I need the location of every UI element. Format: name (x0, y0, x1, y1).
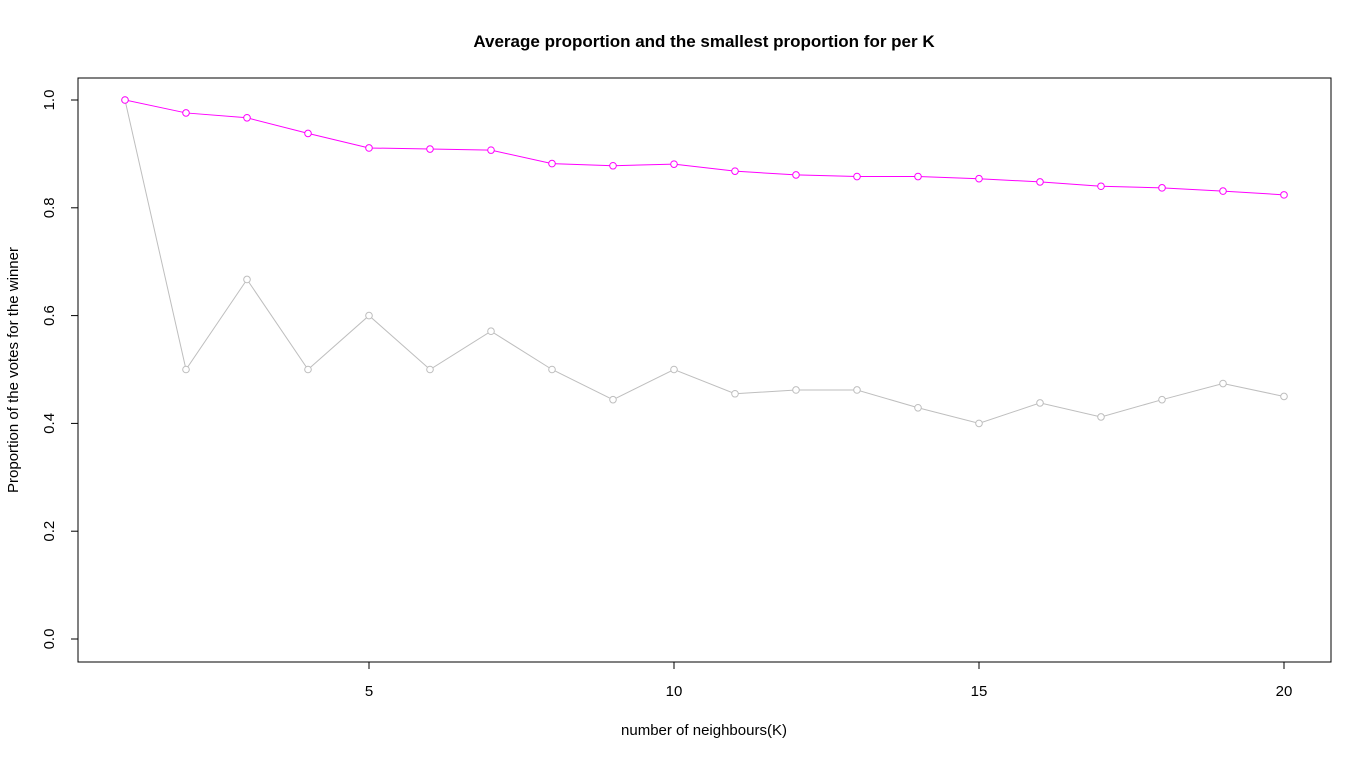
data-point (487, 146, 495, 154)
data-point (1219, 187, 1227, 195)
data-point (121, 96, 129, 104)
data-point (182, 109, 190, 117)
data-point (1036, 399, 1044, 407)
y-tick-label: 1.0 (41, 90, 58, 111)
data-point (548, 159, 556, 168)
data-point (914, 403, 922, 412)
data-point (914, 172, 922, 181)
data-point (243, 275, 251, 284)
data-point (548, 365, 556, 374)
data-point (243, 113, 251, 122)
data-point (1158, 395, 1166, 404)
data-point (975, 419, 983, 428)
data-point (1280, 392, 1288, 401)
data-point (1036, 178, 1044, 186)
y-tick-label: 0.4 (41, 413, 58, 434)
data-point (670, 365, 678, 374)
series-line (124, 99, 1285, 196)
data-point (426, 145, 434, 153)
y-tick-label: 0.2 (41, 521, 58, 542)
data-point (426, 365, 434, 374)
data-point (792, 171, 800, 179)
data-point (609, 395, 617, 404)
data-point (731, 389, 739, 398)
data-point (853, 386, 861, 394)
x-axis-label: number of neighbours(K) (621, 722, 787, 739)
x-tick-label: 15 (971, 683, 988, 700)
data-point (1280, 191, 1288, 199)
data-point (792, 386, 800, 394)
y-tick-label: 0.8 (41, 197, 58, 218)
y-axis-label: Proportion of the votes for the winner (5, 247, 22, 493)
data-point (853, 172, 861, 181)
y-axis: 0.0 0.2 0.4 0.6 0.8 1.0 (41, 90, 79, 650)
plot-frame (77, 77, 1332, 663)
data-point (1097, 182, 1105, 191)
series-layer (121, 96, 1288, 428)
data-point (365, 144, 373, 152)
series-0 (121, 96, 1288, 199)
x-tick-label: 5 (365, 683, 373, 700)
data-point (304, 365, 312, 374)
y-tick-label: 0.6 (41, 305, 58, 326)
data-point (670, 160, 678, 168)
x-tick-label: 10 (666, 683, 683, 700)
data-point (731, 167, 739, 175)
data-point (609, 161, 617, 170)
data-point (1158, 184, 1166, 192)
data-point (1097, 413, 1105, 421)
data-point (1219, 379, 1227, 388)
x-tick-label: 20 (1276, 683, 1293, 700)
data-point (304, 129, 312, 138)
series-line (124, 99, 1285, 424)
x-axis: 5 10 15 20 (365, 661, 1293, 700)
data-point (975, 174, 983, 183)
data-point (487, 327, 495, 336)
series-1 (121, 96, 1288, 428)
chart-title: Average proportion and the smallest prop… (473, 32, 935, 51)
y-tick-label: 0.0 (41, 629, 58, 650)
data-point (182, 365, 190, 374)
data-point (365, 311, 373, 320)
